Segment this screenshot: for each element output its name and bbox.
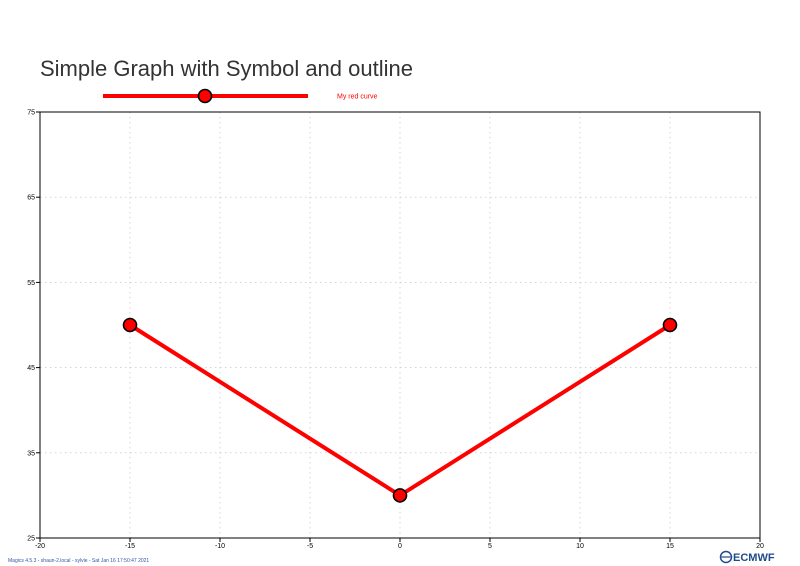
x-tick-label: -20 [35,543,45,550]
data-point [392,488,408,503]
x-tick-label: 20 [756,543,764,550]
ecmwf-logo: ECMWF [719,550,775,564]
series-line [128,323,672,498]
y-tick-label: 25 [27,536,35,543]
y-tick-label: 75 [27,110,35,117]
axes: -20 -15 -10 -5 0 5 10 15 20 25 35 45 55 65 75 [27,110,764,551]
footer-credit: Magics 4.5.3 - shaun-2.local - sylvie - … [8,558,149,564]
x-tick-label: 15 [666,543,674,550]
y-tick-label: 65 [27,195,35,202]
ecmwf-logo-icon [719,550,733,564]
x-tick-label: 0 [398,543,402,550]
legend-label: My red curve [337,94,378,101]
x-tick-label: -10 [215,543,225,550]
x-tick-label: 10 [576,543,584,550]
plot-frame [39,111,761,539]
data-point [122,317,138,333]
y-tick-label: 55 [27,280,35,287]
y-tick-label: 45 [27,365,35,372]
series-layer [122,317,678,503]
data-point [662,317,678,333]
legend-symbol [197,88,213,104]
grid [40,112,760,538]
legend: My red curve [103,88,378,104]
ecmwf-brand: ECMWF [733,552,775,564]
y-tick-label: 35 [27,450,35,457]
x-tick-label: 5 [488,543,492,550]
chart-title: Simple Graph with Symbol and outline [40,56,413,81]
x-tick-label: -5 [307,543,313,550]
x-tick-label: -15 [125,543,135,550]
